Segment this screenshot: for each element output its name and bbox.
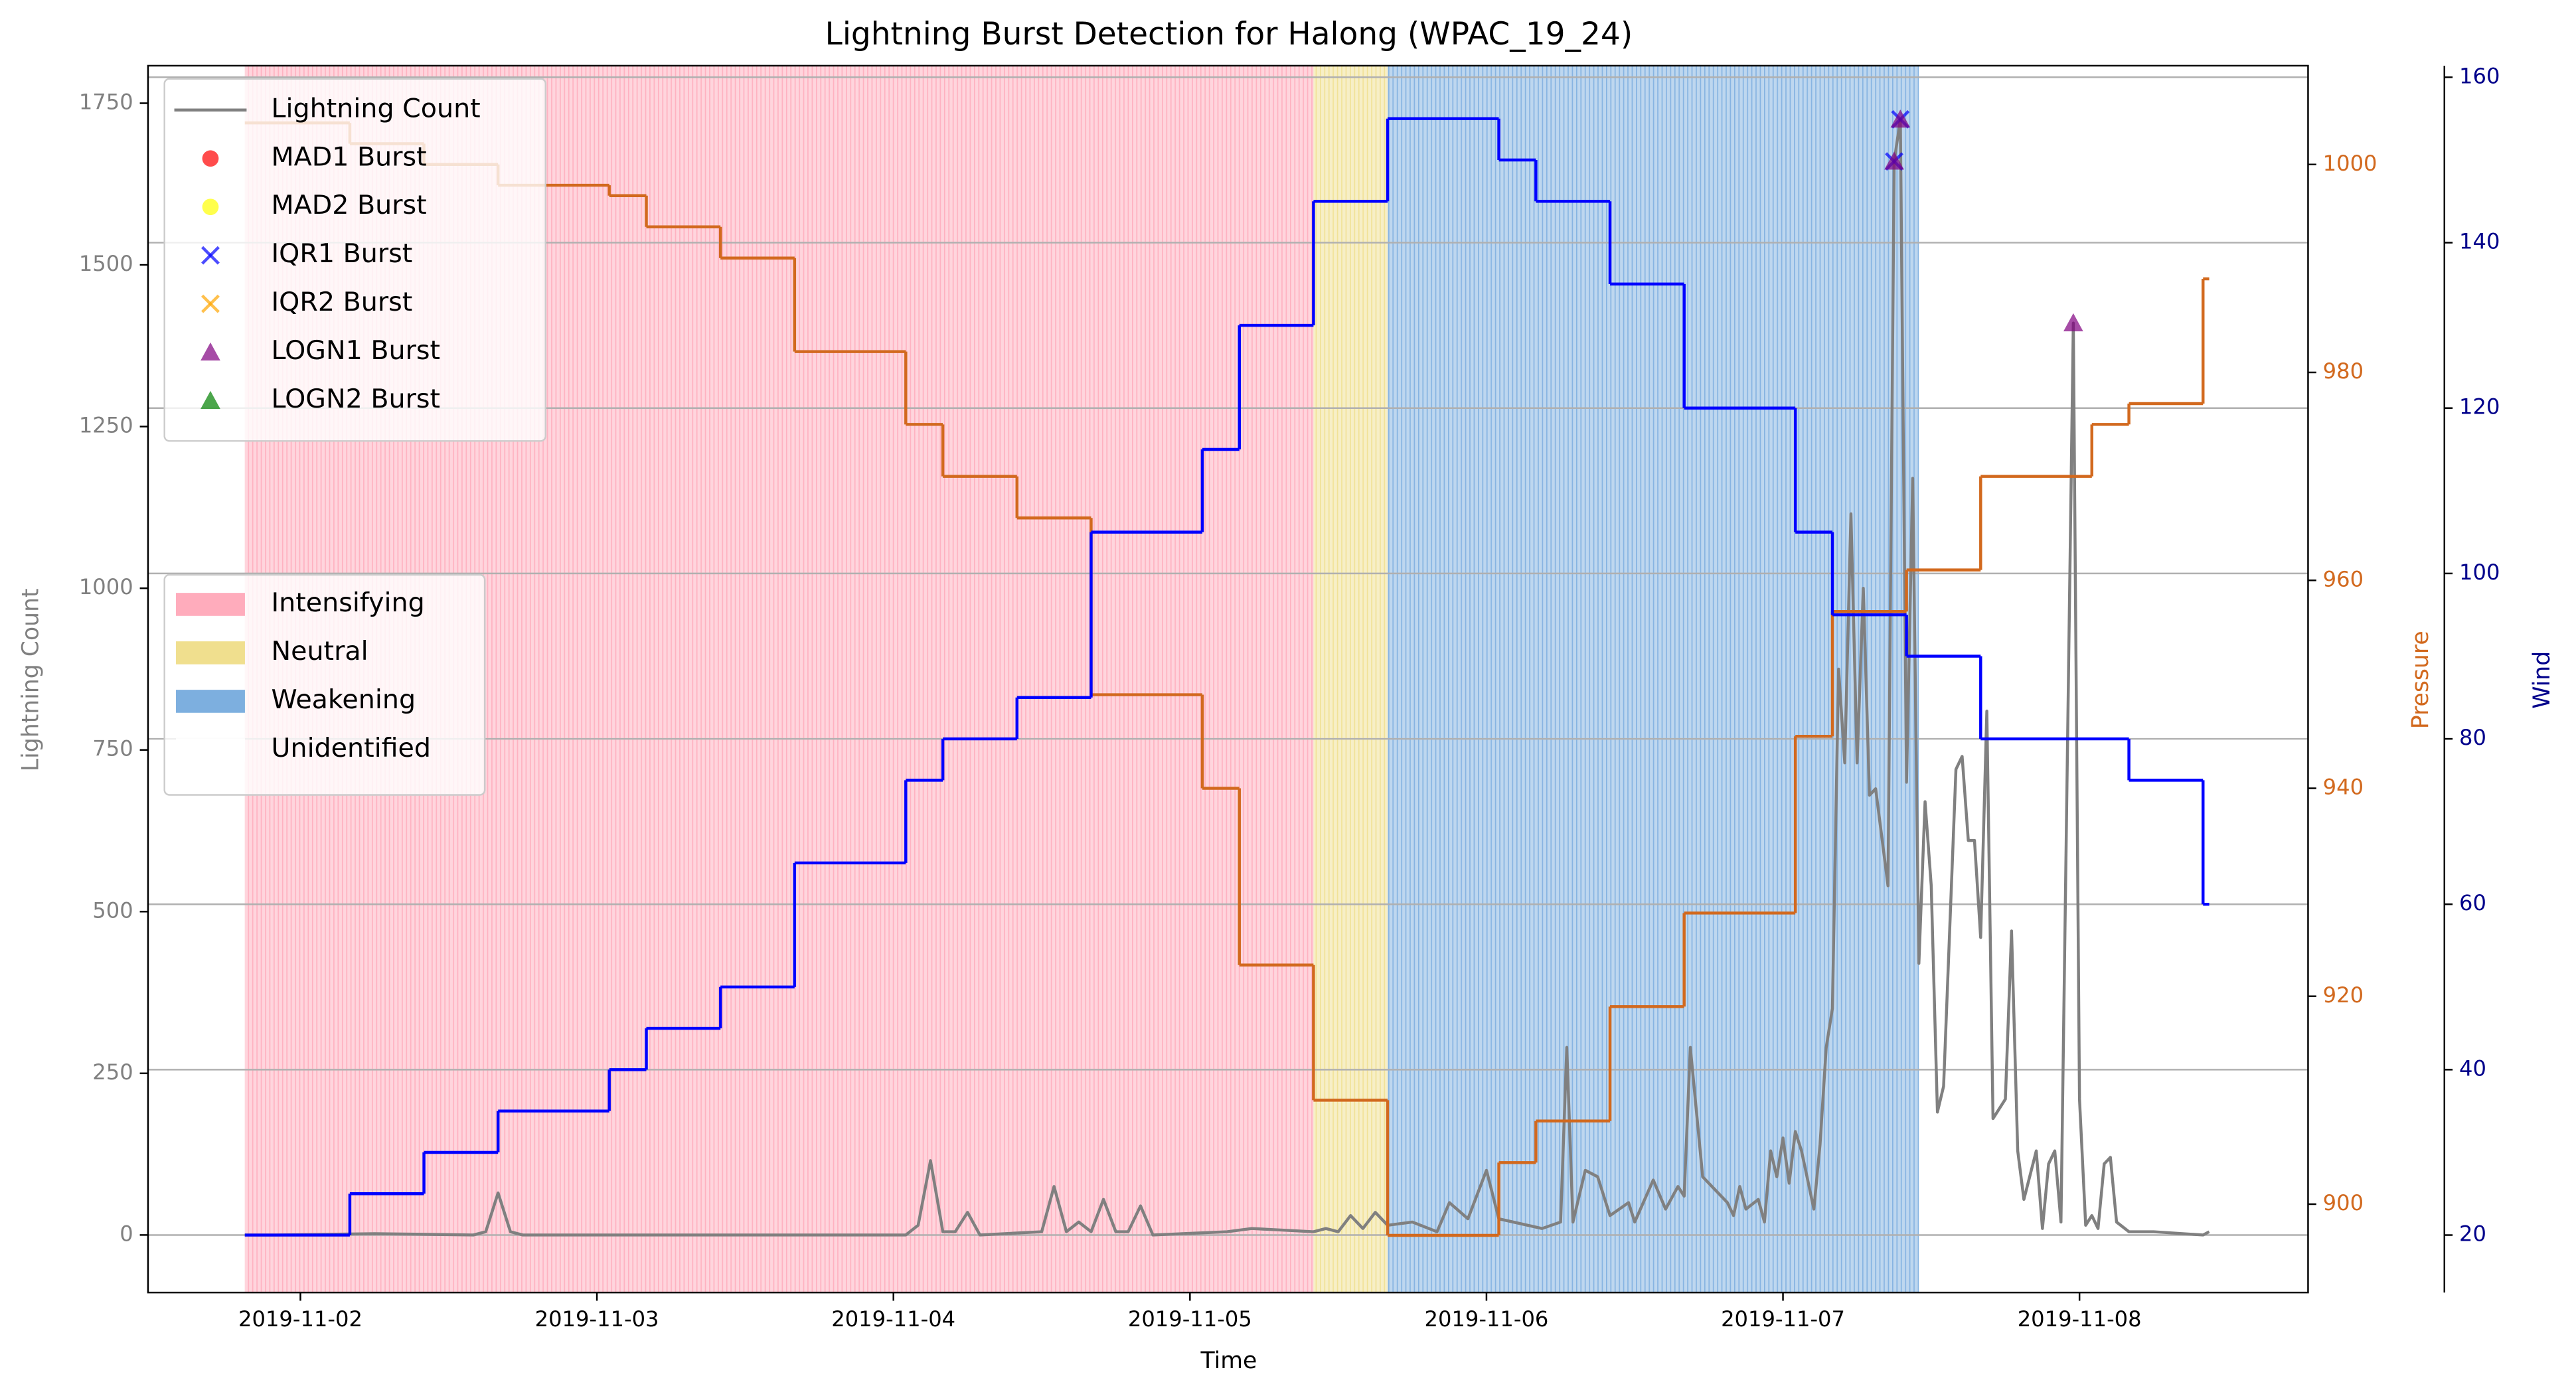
legend-label: IQR1 Burst (272, 238, 413, 269)
legend-label: Unidentified (272, 733, 432, 763)
legend: Lightning Count MAD1 Burst MAD2 Burst IQR1 … (163, 78, 546, 442)
y2-tick-label: 900 (2323, 1190, 2364, 1215)
legend-label: LOGN2 Burst (272, 384, 440, 414)
chart-title: Lightning Burst Detection for Halong (WP… (825, 16, 1633, 52)
y3-tick-label: 20 (2459, 1221, 2486, 1247)
y3-tick-label: 80 (2459, 725, 2486, 750)
burst-marker (2063, 313, 2083, 332)
y2-tick-label: 960 (2323, 566, 2364, 591)
legend-patch (176, 738, 245, 761)
legend-label: MAD1 Burst (272, 141, 427, 172)
legend-label: Neutral (272, 636, 368, 666)
y2-tick-label: 1000 (2323, 151, 2377, 176)
y-tick-label: 1000 (79, 574, 133, 599)
legend-handle (202, 198, 219, 216)
y2-tick-label: 980 (2323, 358, 2364, 384)
legend-handle (202, 150, 219, 167)
y-tick-label: 1250 (79, 413, 133, 438)
legend-handle (201, 390, 220, 410)
x-tick-label: 2019-11-02 (238, 1306, 362, 1332)
y-axis-label: Lightning Count (17, 588, 44, 771)
x-tick-label: 2019-11-07 (1721, 1306, 1845, 1332)
x-tick-label: 2019-11-08 (2018, 1306, 2142, 1332)
legend-label: Intensifying (272, 587, 425, 618)
phase-span (1388, 65, 1919, 1293)
y3-tick-label: 60 (2459, 890, 2486, 915)
legend-patch (176, 641, 245, 664)
legend-handle (201, 342, 220, 361)
legend-label: IQR2 Burst (272, 287, 413, 317)
x-axis-label: Time (1200, 1348, 1257, 1374)
y3-axis-label: Wind (2529, 651, 2555, 709)
x-tick-label: 2019-11-03 (535, 1306, 659, 1332)
x-tick-label: 2019-11-05 (1128, 1306, 1252, 1332)
legend-label: LOGN1 Burst (272, 335, 440, 366)
burst-marker (1884, 151, 1904, 170)
y3-tick-label: 140 (2459, 229, 2500, 254)
x-tick-label: 2019-11-06 (1424, 1306, 1548, 1332)
y-tick-label: 1500 (79, 251, 133, 276)
y-tick-label: 250 (92, 1059, 133, 1085)
y3-tick-label: 120 (2459, 394, 2500, 420)
phase-legend: Intensifying Neutral Weakening Unidentified (163, 574, 486, 796)
legend-handle (201, 294, 220, 313)
y2-tick-label: 940 (2323, 775, 2364, 800)
burst-marker (1890, 109, 1911, 128)
legend-label: Weakening (272, 684, 416, 715)
legend-patch (176, 690, 245, 713)
y3-tick-label: 100 (2459, 560, 2500, 585)
x-tick-label: 2019-11-04 (831, 1306, 955, 1332)
y-tick-label: 1750 (79, 89, 133, 114)
y3-tick-label: 160 (2459, 63, 2500, 88)
plot-frame (147, 64, 2309, 1294)
legend-handle (201, 246, 220, 265)
y-tick-label: 500 (92, 897, 133, 923)
legend-box (163, 78, 546, 442)
marker-stroke (201, 246, 220, 265)
y-tick-label: 0 (120, 1221, 133, 1246)
line (244, 117, 2210, 1237)
y3-tick-label: 40 (2459, 1055, 2486, 1081)
y2-axis-label: Pressure (2407, 631, 2434, 729)
legend-label: MAD2 Burst (272, 190, 427, 220)
y-tick-label: 750 (92, 736, 133, 761)
y2-tick-label: 920 (2323, 982, 2364, 1008)
legend-patch (176, 593, 245, 616)
phase-span (1313, 65, 1388, 1293)
legend-label: Lightning Count (272, 93, 481, 123)
marker-stroke (201, 294, 220, 313)
